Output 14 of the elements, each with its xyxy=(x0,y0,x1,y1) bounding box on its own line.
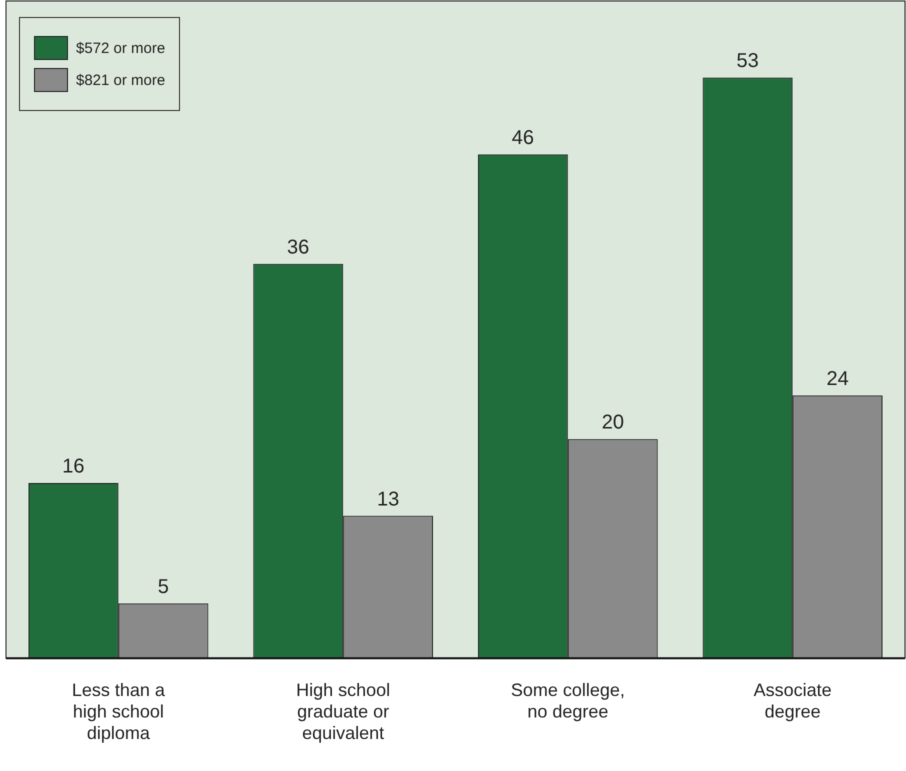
data-label: 20 xyxy=(602,412,624,434)
data-label: 53 xyxy=(736,50,759,72)
x-tick-label: High school graduate or equivalent xyxy=(296,680,390,744)
data-label: 24 xyxy=(826,368,849,390)
legend-label: $572 or more xyxy=(76,40,166,56)
x-tick-label: Less than a high school diploma xyxy=(72,680,166,744)
data-label: 5 xyxy=(158,576,169,598)
data-label: 13 xyxy=(376,488,400,510)
data-label: 16 xyxy=(62,455,85,478)
data-label: 46 xyxy=(512,126,534,149)
data-label: 36 xyxy=(287,236,310,258)
x-tick-label: Some college, no degree xyxy=(510,680,625,722)
x-tick-label: Associate degree xyxy=(754,680,832,722)
legend-label: $821 or more xyxy=(76,72,166,88)
